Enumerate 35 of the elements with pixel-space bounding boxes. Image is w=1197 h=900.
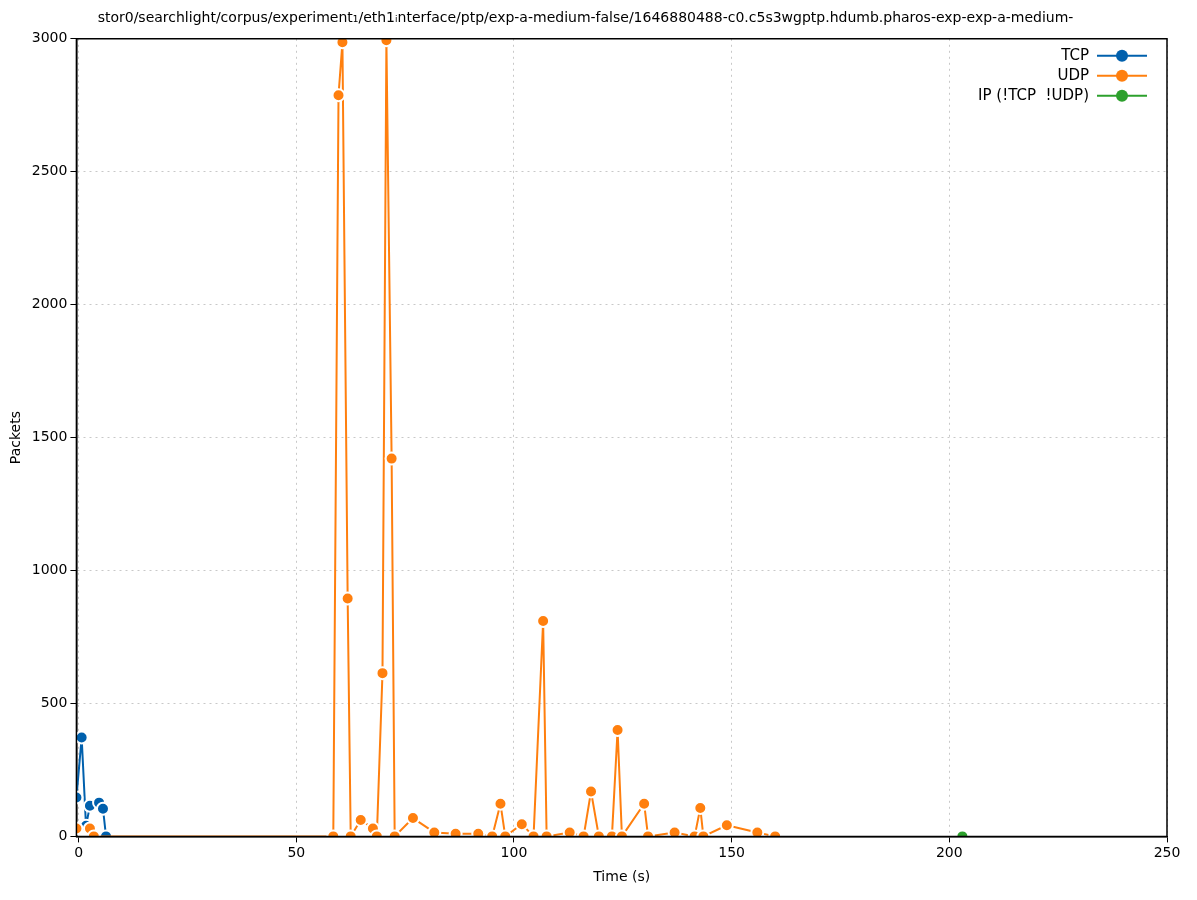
- y-tick-label: 2500: [31, 162, 68, 179]
- point: [493, 796, 508, 811]
- x-axis-title: Time (s): [592, 868, 651, 885]
- y-tick-label: 500: [40, 694, 68, 711]
- legend-label: TCP: [1060, 45, 1089, 64]
- chart-title: stor0/searchlight/corpus/experiment₁/eth1ᵢnterface/ptp/exp-a-medium-false/1646880488-c0.c5s3wgptp.hdumb.pharos-exp-exp-a-medium-: [97, 9, 1074, 26]
- point: [536, 614, 551, 629]
- x-tick-label: 200: [935, 844, 963, 861]
- point: [375, 666, 390, 681]
- point: [667, 825, 682, 837]
- y-tick-label: 2000: [31, 295, 68, 312]
- point: [637, 796, 652, 811]
- point: [95, 801, 110, 816]
- y-tick-label: 1500: [31, 428, 68, 445]
- legend-label: UDP: [1057, 65, 1089, 84]
- x-tick-label: 150: [718, 844, 746, 861]
- x-tick-label: 50: [287, 844, 306, 861]
- point: [562, 825, 577, 837]
- point: [610, 723, 625, 738]
- x-tick-label: 0: [74, 844, 84, 861]
- y-axis-title: Packets: [7, 411, 24, 465]
- point: [340, 591, 355, 606]
- point: [448, 826, 463, 837]
- point: [427, 825, 442, 837]
- point: [76, 730, 89, 745]
- x-tick-label: 250: [1153, 844, 1181, 861]
- point: [335, 38, 350, 50]
- x-tick-label: 100: [500, 844, 528, 861]
- point: [471, 826, 486, 837]
- point: [384, 451, 399, 466]
- legend-label: IP (!TCP !UDP): [978, 85, 1089, 104]
- point: [750, 825, 765, 837]
- y-tick-label: 1000: [31, 561, 68, 578]
- y-tick-label: 3000: [31, 29, 68, 46]
- y-tick-label: 0: [58, 827, 68, 844]
